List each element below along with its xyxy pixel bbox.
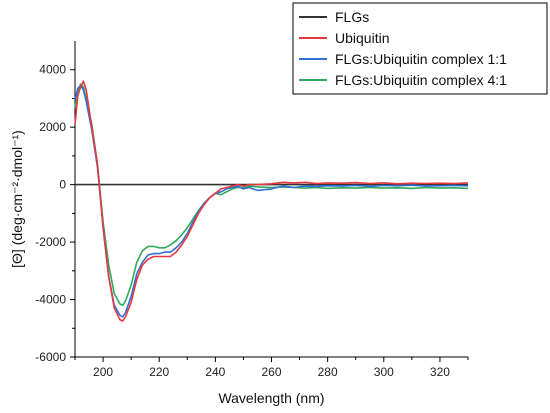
series-line-flgs-ubiquitin-complex-4-1: [74, 83, 469, 307]
legend-box: [292, 2, 548, 95]
y-tick-label: -2000: [35, 235, 66, 249]
legend-label: FLGs:Ubiquitin complex 1:1: [335, 51, 507, 67]
x-tick-label: 280: [318, 365, 338, 379]
y-tick-label: 4000: [39, 63, 66, 77]
series-line-ubiquitin: [74, 80, 469, 322]
x-axis-title: Wavelength (nm): [218, 390, 324, 406]
x-tick-label: 240: [205, 365, 225, 379]
legend-label: FLGs: [335, 9, 369, 25]
x-tick-label: 220: [149, 365, 169, 379]
x-tick-label: 320: [430, 365, 450, 379]
x-tick-label: 200: [93, 365, 113, 379]
y-tick-label: 0: [59, 178, 66, 192]
legend: FLGs Ubiquitin FLGs:Ubiquitin complex 1:1 F…: [292, 2, 548, 95]
y-tick-label: 2000: [39, 120, 66, 134]
x-tick-label: 300: [374, 365, 394, 379]
legend-label: FLGs:Ubiquitin complex 4:1: [335, 72, 507, 88]
legend-label: Ubiquitin: [335, 30, 389, 46]
series-line-flgs-ubiquitin-complex-1-1: [74, 84, 469, 318]
y-tick-label: -6000: [35, 350, 66, 364]
y-axis-title: [Θ] (deg·cm⁻²·dmol⁻¹): [9, 130, 25, 268]
y-tick-label: -4000: [35, 293, 66, 307]
x-tick-label: 260: [261, 365, 281, 379]
